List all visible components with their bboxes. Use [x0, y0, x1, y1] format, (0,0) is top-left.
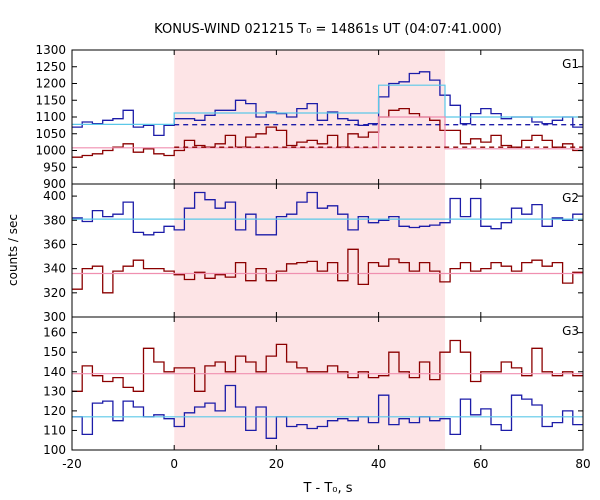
- series-dark-red-step: [72, 339, 583, 392]
- x-tick-label: 60: [473, 457, 488, 471]
- y-tick-label: 340: [43, 262, 66, 276]
- y-tick-label: 140: [43, 365, 66, 379]
- y-tick-label: 1250: [35, 60, 66, 74]
- y-tick-label: 120: [43, 404, 66, 418]
- panel-label: G2: [562, 191, 579, 205]
- y-tick-label: 110: [43, 423, 66, 437]
- y-tick-label: 400: [43, 189, 66, 203]
- series-dark-red-step: [72, 248, 583, 294]
- x-tick-label: -20: [62, 457, 82, 471]
- series-blue-step: [72, 71, 583, 137]
- y-tick-label: 150: [43, 345, 66, 359]
- series-light-blue-step: [72, 84, 583, 125]
- shaded-interval: [174, 184, 446, 317]
- y-tick-label: 1100: [35, 110, 66, 124]
- x-axis-label: T - T₀, s: [302, 481, 352, 496]
- chart-title: KONUS-WIND 021215 T₀ = 14861s UT (04:07:…: [154, 22, 502, 37]
- series-group: [72, 71, 583, 158]
- y-tick-label: 130: [43, 384, 66, 398]
- x-tick-label: 40: [371, 457, 386, 471]
- series-blue-step: [72, 191, 583, 236]
- panel-label: G1: [562, 57, 579, 71]
- y-tick-label: 320: [43, 286, 66, 300]
- y-tick-label: 1050: [35, 127, 66, 141]
- x-tick-label: 20: [269, 457, 284, 471]
- shaded-interval: [174, 317, 446, 450]
- y-tick-label: 1150: [35, 93, 66, 107]
- y-tick-label: 950: [43, 160, 66, 174]
- y-tick-label: 1200: [35, 77, 66, 91]
- y-tick-label: 380: [43, 213, 66, 227]
- panel-g2: 300 320 340 360 380 400 G2: [43, 183, 584, 324]
- y-tick-label: 100: [43, 443, 66, 457]
- y-tick-label: 900: [43, 177, 66, 191]
- panel-label: G3: [562, 324, 579, 338]
- panel-g1: 900 950 1000 1050 1100 1150 1200 1250 1300 G1: [35, 43, 584, 191]
- series-blue-step: [72, 384, 583, 439]
- x-tick-label: 80: [575, 457, 590, 471]
- y-tick-label: 360: [43, 237, 66, 251]
- panels-group: 9009501000105011001150120012501300G13003…: [35, 43, 590, 471]
- y-tick-label: 1000: [35, 144, 66, 158]
- series-group: [72, 191, 583, 294]
- y-tick-label: 160: [43, 326, 66, 340]
- y-axis-label: counts / sec: [6, 214, 20, 286]
- panel-frame: [71, 316, 584, 451]
- x-tick-label: 0: [170, 457, 178, 471]
- panel-g3: 100 110 120 130 140 150 160 -20 0 20 40 60 80 G3: [43, 316, 591, 471]
- series-group: [72, 339, 583, 439]
- series-dark-red-step: [72, 107, 583, 158]
- y-tick-label: 300: [43, 310, 66, 324]
- y-tick-label: 1300: [35, 43, 66, 57]
